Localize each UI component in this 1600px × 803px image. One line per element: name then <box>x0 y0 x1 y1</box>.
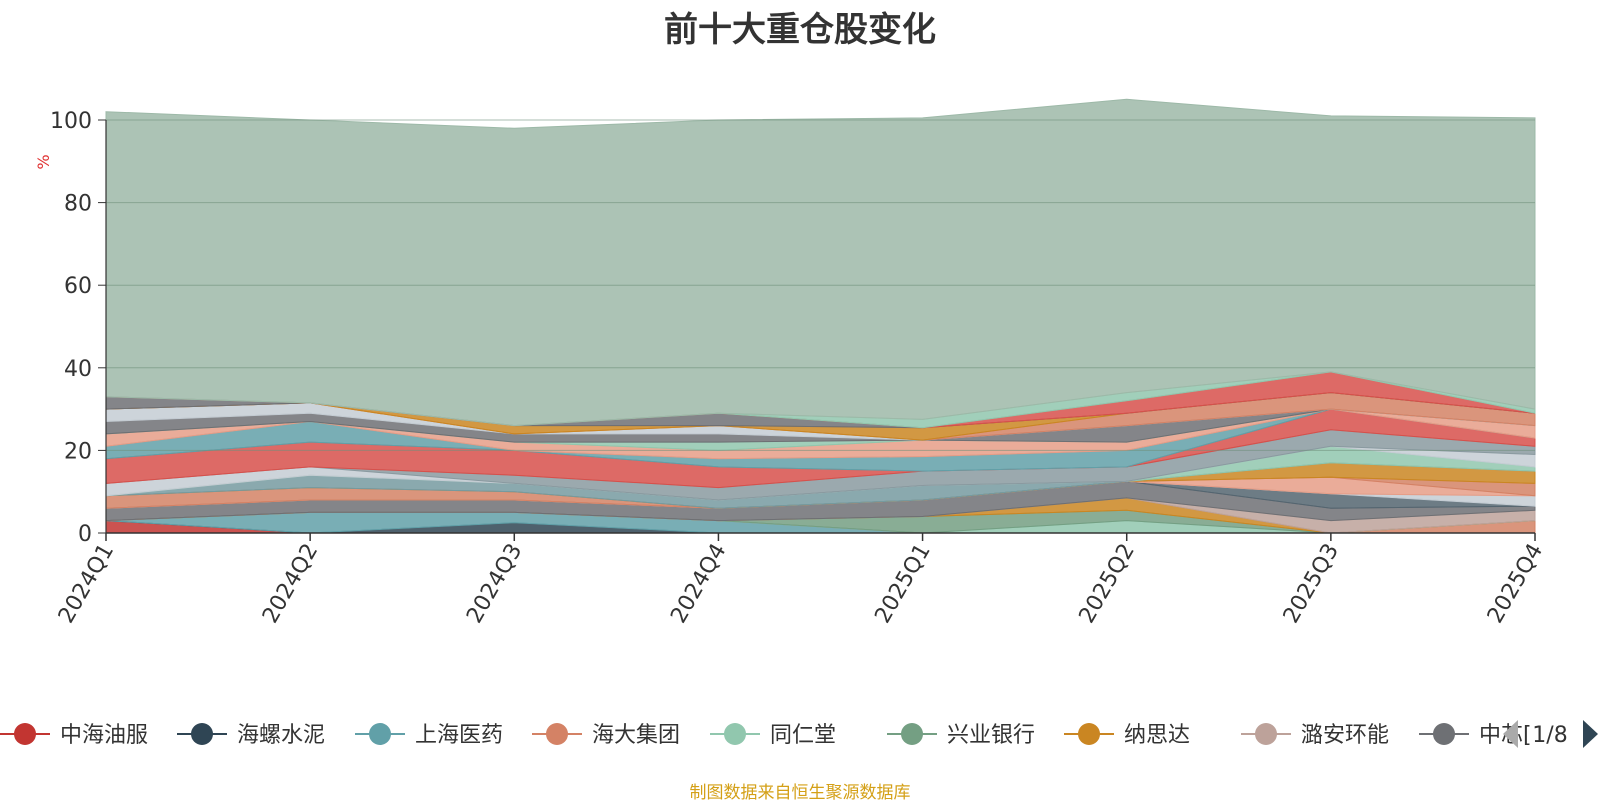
legend-item[interactable]: 上海医药 <box>355 723 503 748</box>
legend[interactable]: 中海油服海螺水泥上海医药海大集团同仁堂兴业银行纳思达潞安环能中芯[1/8 <box>0 720 1598 748</box>
legend-item[interactable]: 潞安环能 <box>1241 723 1389 748</box>
y-tick-label: 80 <box>64 192 92 217</box>
chart-title: 前十大重仓股变化 <box>664 10 936 50</box>
legend-marker <box>546 723 568 745</box>
x-tick-label: 2024Q2 <box>258 540 323 628</box>
legend-item[interactable]: 海大集团 <box>532 723 680 748</box>
y-tick-label: 60 <box>64 274 92 299</box>
legend-label: 海螺水泥 <box>237 723 325 748</box>
legend-label: 中海油服 <box>60 723 148 748</box>
legend-marker <box>191 723 213 745</box>
x-tick-label: 2024Q3 <box>462 540 527 628</box>
legend-item[interactable]: 同仁堂 <box>710 723 836 748</box>
legend-label: 纳思达 <box>1124 723 1190 748</box>
legend-marker <box>901 723 923 745</box>
footer-source-note: 制图数据来自恒生聚源数据库 <box>689 783 911 803</box>
legend-item[interactable]: 兴业银行 <box>887 723 1035 748</box>
legend-item[interactable]: 中海油服 <box>0 723 148 748</box>
legend-marker <box>1078 723 1100 745</box>
y-axis-label: % <box>34 154 53 169</box>
plot-areas <box>105 98 1536 534</box>
legend-marker <box>1433 723 1455 745</box>
x-tick-label: 2024Q4 <box>666 540 731 628</box>
legend-item[interactable]: 纳思达 <box>1064 723 1190 748</box>
y-tick-label: 100 <box>50 109 92 134</box>
legend-next-icon[interactable] <box>1583 720 1598 748</box>
legend-item[interactable]: 海螺水泥 <box>177 723 325 748</box>
y-tick-label: 20 <box>64 439 92 464</box>
area-series-29 <box>105 98 1536 427</box>
legend-prev-icon[interactable] <box>1503 720 1518 748</box>
legend-marker <box>14 723 36 745</box>
legend-label: 兴业银行 <box>947 723 1035 748</box>
x-tick-label: 2025Q2 <box>1075 540 1140 628</box>
legend-page-indicator: 1/8 <box>1532 723 1567 748</box>
x-tick-label: 2025Q3 <box>1279 540 1344 628</box>
legend-label: 海大集团 <box>592 723 680 748</box>
legend-marker <box>1255 723 1277 745</box>
legend-marker <box>724 723 746 745</box>
x-tick-label: 2025Q4 <box>1483 540 1548 628</box>
grid-lines <box>106 119 1535 451</box>
legend-marker <box>369 723 391 745</box>
y-tick-label: 40 <box>64 357 92 382</box>
x-tick-label: 2024Q1 <box>54 540 119 628</box>
legend-label: 潞安环能 <box>1301 723 1389 748</box>
x-tick-label: 2025Q1 <box>870 540 935 628</box>
legend-label: 同仁堂 <box>770 723 836 748</box>
y-tick-label: 0 <box>78 522 92 547</box>
legend-label: 上海医药 <box>415 723 503 748</box>
